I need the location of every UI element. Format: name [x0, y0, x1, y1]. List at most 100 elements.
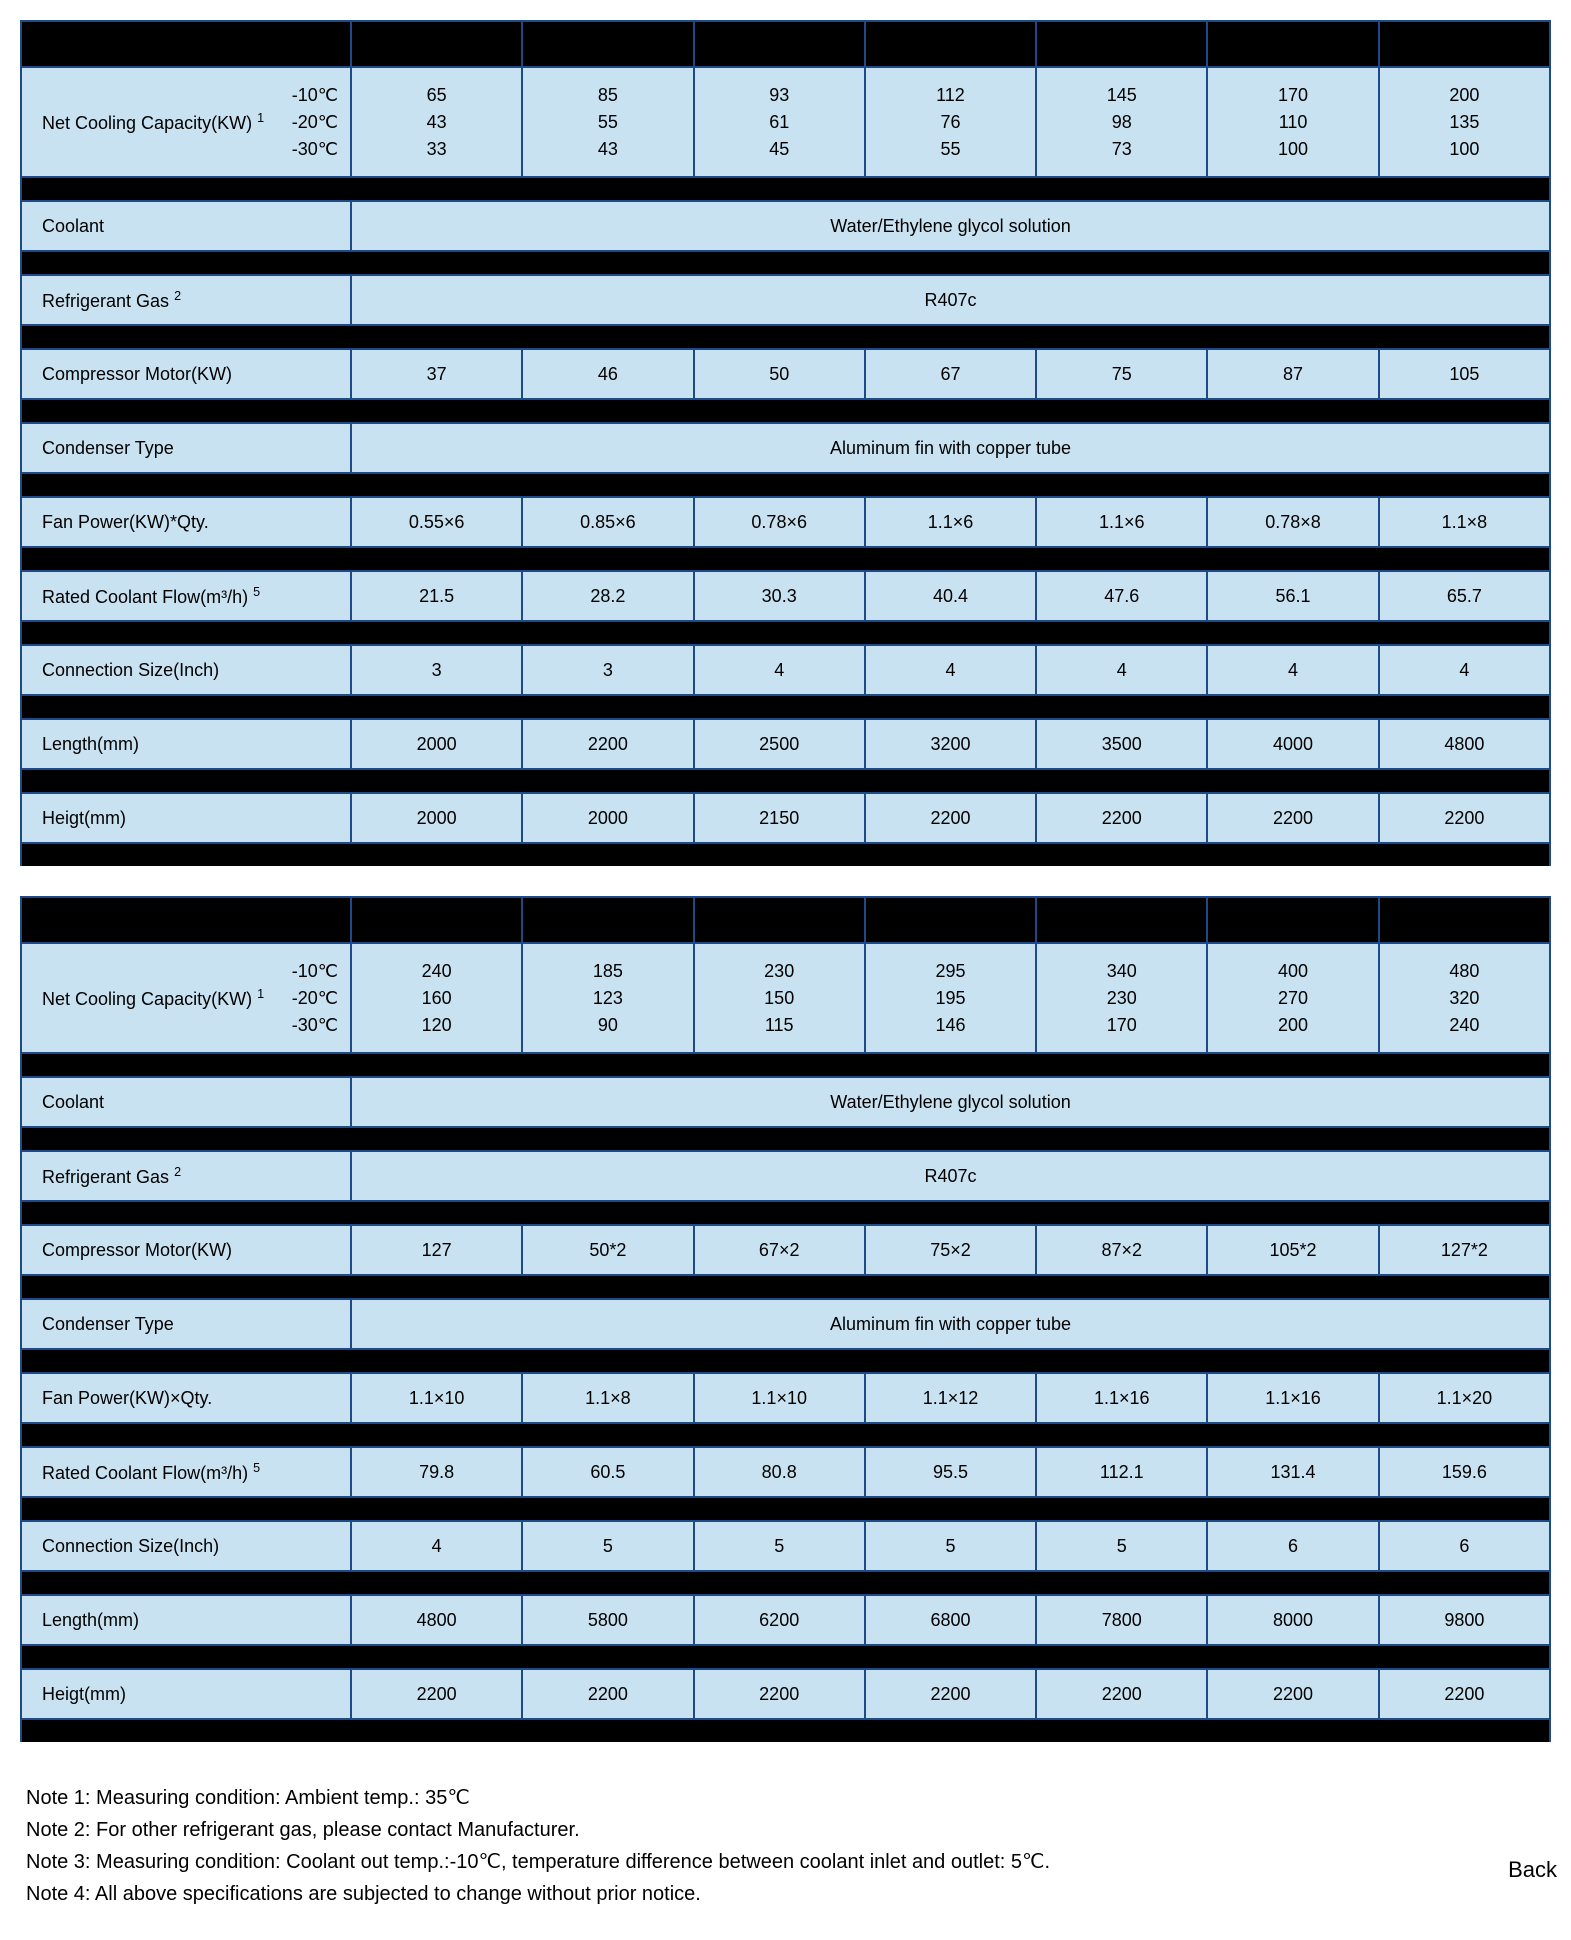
condenser-row-2: Condenser Type Aluminum fin with copper … — [21, 1299, 1550, 1349]
t1-ncc30-3: 55 — [940, 139, 960, 160]
t2-ncc30-3: 146 — [935, 1015, 965, 1036]
t2-ncc20-6: 320 — [1449, 988, 1479, 1009]
t2-ncc10-5: 400 — [1278, 961, 1308, 982]
t1-ncc10-3: 112 — [936, 85, 965, 106]
t2-flow-6: 159.6 — [1379, 1447, 1550, 1497]
t1-ncc20-3: 76 — [940, 112, 960, 133]
coolant-label: Coolant — [21, 201, 351, 251]
t1-ncc30-5: 100 — [1278, 139, 1308, 160]
t2-comp-6: 127*2 — [1379, 1225, 1550, 1275]
temp-30: -30℃ — [292, 139, 338, 160]
t1-ncc20-4: 98 — [1112, 112, 1132, 133]
table-1: Net Cooling Capacity(KW) 1 -10℃ -20℃ -30… — [20, 20, 1551, 866]
t2-ncc20-4: 230 — [1107, 988, 1137, 1009]
t2-flow-2: 80.8 — [694, 1447, 865, 1497]
condenser-value-2: Aluminum fin with copper tube — [351, 1299, 1550, 1349]
t2-h-0: 2200 — [351, 1669, 522, 1719]
t1-ncc10-1: 85 — [598, 85, 618, 106]
t1-ncc10-4: 145 — [1107, 85, 1137, 106]
temp-20-2: -20℃ — [292, 988, 338, 1009]
t2-flow-0: 79.8 — [351, 1447, 522, 1497]
notes-block: Note 1: Measuring condition: Ambient tem… — [20, 1772, 1551, 1920]
header-row-2 — [21, 897, 1550, 943]
temp-20: -20℃ — [292, 112, 338, 133]
refrigerant-label: Refrigerant Gas 2 — [21, 275, 351, 325]
t2-ncc20-1: 123 — [593, 988, 623, 1009]
t1-flow-6: 65.7 — [1379, 571, 1550, 621]
t1-fan-2: 0.78×6 — [694, 497, 865, 547]
t2-comp-1: 50*2 — [522, 1225, 693, 1275]
t1-ncc20-1: 55 — [598, 112, 618, 133]
t2-h-3: 2200 — [865, 1669, 1036, 1719]
t2-len-6: 9800 — [1379, 1595, 1550, 1645]
back-button[interactable]: Back — [1494, 1851, 1571, 1889]
coolant-value: Water/Ethylene glycol solution — [351, 201, 1550, 251]
t2-ncc10-3: 295 — [935, 961, 965, 982]
ncc-label-cell: Net Cooling Capacity(KW) 1 -10℃ -20℃ -30… — [21, 67, 351, 177]
t2-fan-3: 1.1×12 — [865, 1373, 1036, 1423]
flow-label: Rated Coolant Flow(m³/h) 5 — [21, 571, 351, 621]
t2-fan-2: 1.1×10 — [694, 1373, 865, 1423]
refrigerant-row: Refrigerant Gas 2 R407c — [21, 275, 1550, 325]
t2-ncc30-4: 170 — [1107, 1015, 1137, 1036]
flow-label-2: Rated Coolant Flow(m³/h) 5 — [21, 1447, 351, 1497]
t1-conn-5: 4 — [1207, 645, 1378, 695]
fan-row-2: Fan Power(KW)×Qty. 1.1×10 1.1×8 1.1×10 1… — [21, 1373, 1550, 1423]
refrigerant-sup: 2 — [174, 289, 181, 303]
t1-conn-2: 4 — [694, 645, 865, 695]
t1-fan-4: 1.1×6 — [1036, 497, 1207, 547]
t2-ncc20-0: 160 — [422, 988, 452, 1009]
t2-ncc10-4: 340 — [1107, 961, 1137, 982]
t1-len-6: 4800 — [1379, 719, 1550, 769]
t1-ncc20-5: 110 — [1279, 112, 1308, 133]
t1-ncc30-4: 73 — [1112, 139, 1132, 160]
t2-ncc10-1: 185 — [593, 961, 623, 982]
header-row — [21, 21, 1550, 67]
condenser-row: Condenser Type Aluminum fin with copper … — [21, 423, 1550, 473]
t1-comp-4: 75 — [1036, 349, 1207, 399]
length-row-2: Length(mm) 4800 5800 6200 6800 7800 8000… — [21, 1595, 1550, 1645]
refrigerant-row-2: Refrigerant Gas 2 R407c — [21, 1151, 1550, 1201]
t2-fan-4: 1.1×16 — [1036, 1373, 1207, 1423]
t2-flow-5: 131.4 — [1207, 1447, 1378, 1497]
t2-fan-6: 1.1×20 — [1379, 1373, 1550, 1423]
t2-comp-0: 127 — [351, 1225, 522, 1275]
t1-fan-6: 1.1×8 — [1379, 497, 1550, 547]
t2-conn-0: 4 — [351, 1521, 522, 1571]
t2-ncc30-0: 120 — [422, 1015, 452, 1036]
t1-ncc10-5: 170 — [1278, 85, 1308, 106]
t1-ncc10-6: 200 — [1449, 85, 1479, 106]
table-2: Net Cooling Capacity(KW) 1 -10℃ -20℃ -30… — [20, 896, 1551, 1742]
t2-flow-4: 112.1 — [1036, 1447, 1207, 1497]
t1-len-5: 4000 — [1207, 719, 1378, 769]
t2-comp-4: 87×2 — [1036, 1225, 1207, 1275]
spec-table-2: Net Cooling Capacity(KW) 1 -10℃ -20℃ -30… — [20, 896, 1551, 1742]
t1-flow-1: 28.2 — [522, 571, 693, 621]
t2-len-0: 4800 — [351, 1595, 522, 1645]
t1-ncc30-6: 100 — [1449, 139, 1479, 160]
fan-label: Fan Power(KW)*Qty. — [21, 497, 351, 547]
t1-conn-1: 3 — [522, 645, 693, 695]
t1-flow-2: 30.3 — [694, 571, 865, 621]
ncc-row: Net Cooling Capacity(KW) 1 -10℃ -20℃ -30… — [21, 67, 1550, 177]
t2-ncc10-6: 480 — [1449, 961, 1479, 982]
t1-conn-4: 4 — [1036, 645, 1207, 695]
t1-flow-0: 21.5 — [351, 571, 522, 621]
t1-flow-5: 56.1 — [1207, 571, 1378, 621]
refrigerant-text: Refrigerant Gas — [42, 291, 169, 311]
t1-h-3: 2200 — [865, 793, 1036, 843]
t1-h-2: 2150 — [694, 793, 865, 843]
ncc-label-cell-2: Net Cooling Capacity(KW) 1 -10℃ -20℃ -30… — [21, 943, 351, 1053]
t2-h-4: 2200 — [1036, 1669, 1207, 1719]
compressor-row: Compressor Motor(KW) 37 46 50 67 75 87 1… — [21, 349, 1550, 399]
t1-len-0: 2000 — [351, 719, 522, 769]
t1-len-2: 2500 — [694, 719, 865, 769]
t1-comp-6: 105 — [1379, 349, 1550, 399]
note-2: Note 2: For other refrigerant gas, pleas… — [26, 1814, 1545, 1846]
note-1: Note 1: Measuring condition: Ambient tem… — [26, 1782, 1545, 1814]
length-row: Length(mm) 2000 2200 2500 3200 3500 4000… — [21, 719, 1550, 769]
t2-h-2: 2200 — [694, 1669, 865, 1719]
t1-ncc20-2: 61 — [769, 112, 789, 133]
compressor-row-2: Compressor Motor(KW) 127 50*2 67×2 75×2 … — [21, 1225, 1550, 1275]
t1-h-6: 2200 — [1379, 793, 1550, 843]
